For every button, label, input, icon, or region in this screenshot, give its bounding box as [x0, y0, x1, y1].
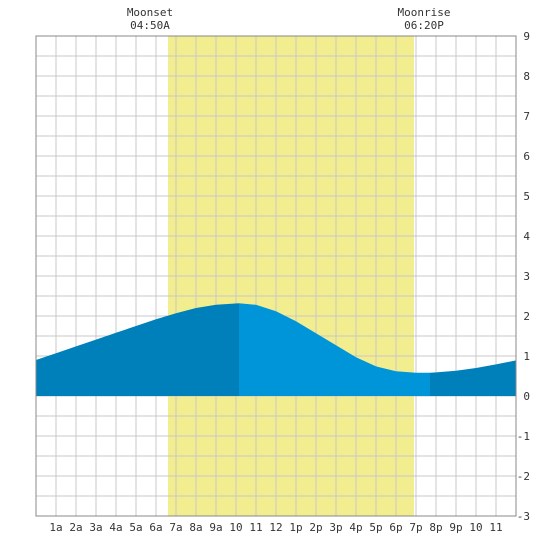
y-tick-label: 8 [523, 70, 530, 83]
x-tick-label: 3p [329, 521, 342, 534]
x-tick-label: 6a [149, 521, 162, 534]
x-tick-label: 12 [269, 521, 282, 534]
x-tick-label: 8a [189, 521, 202, 534]
y-tick-label: 4 [523, 230, 530, 243]
y-axis-labels: 9 8 7 6 5 4 3 2 1 0 -1 -2 -3 [517, 30, 531, 523]
tide-day-segment [239, 303, 430, 396]
y-tick-label: 2 [523, 310, 530, 323]
moonrise-label: Moonrise [398, 6, 451, 19]
x-tick-label: 1a [49, 521, 62, 534]
moonset-label: Moonset [127, 6, 173, 19]
x-tick-label: 8p [429, 521, 442, 534]
x-tick-label: 2p [309, 521, 322, 534]
moonset-time: 04:50A [130, 19, 170, 32]
x-tick-label: 1p [289, 521, 302, 534]
y-tick-label: 3 [523, 270, 530, 283]
x-tick-label: 11 [249, 521, 262, 534]
x-axis-labels: 1a 2a 3a 4a 5a 6a 7a 8a 9a 10 11 12 1p 2p 3p 4p 5p 6p 7p 8p… [49, 521, 502, 534]
x-tick-label: 10 [229, 521, 242, 534]
x-tick-label: 11 [489, 521, 502, 534]
y-tick-label: 1 [523, 350, 530, 363]
y-tick-label: 6 [523, 150, 530, 163]
x-tick-label: 4a [109, 521, 122, 534]
y-tick-label: 0 [523, 390, 530, 403]
x-tick-label: 5p [369, 521, 382, 534]
x-tick-label: 5a [129, 521, 142, 534]
x-tick-label: 9p [449, 521, 462, 534]
y-tick-label: -1 [517, 430, 530, 443]
y-tick-label: 5 [523, 190, 530, 203]
x-tick-label: 2a [69, 521, 82, 534]
tide-area [36, 303, 516, 396]
horizontal-gridlines [36, 55, 516, 497]
x-tick-label: 3a [89, 521, 102, 534]
x-tick-label: 9a [209, 521, 222, 534]
tide-night-segment [430, 360, 516, 396]
moonrise-time: 06:20P [404, 19, 444, 32]
y-tick-label: -2 [517, 470, 530, 483]
y-tick-label: 7 [523, 110, 530, 123]
x-tick-label: 7a [169, 521, 182, 534]
x-tick-label: 4p [349, 521, 362, 534]
tide-night-segment [36, 303, 239, 396]
x-tick-label: 6p [389, 521, 402, 534]
y-tick-label: -3 [517, 510, 530, 523]
x-tick-label: 7p [409, 521, 422, 534]
y-tick-label: 9 [523, 30, 530, 43]
x-tick-label: 10 [469, 521, 482, 534]
plot-frame [35, 35, 517, 517]
